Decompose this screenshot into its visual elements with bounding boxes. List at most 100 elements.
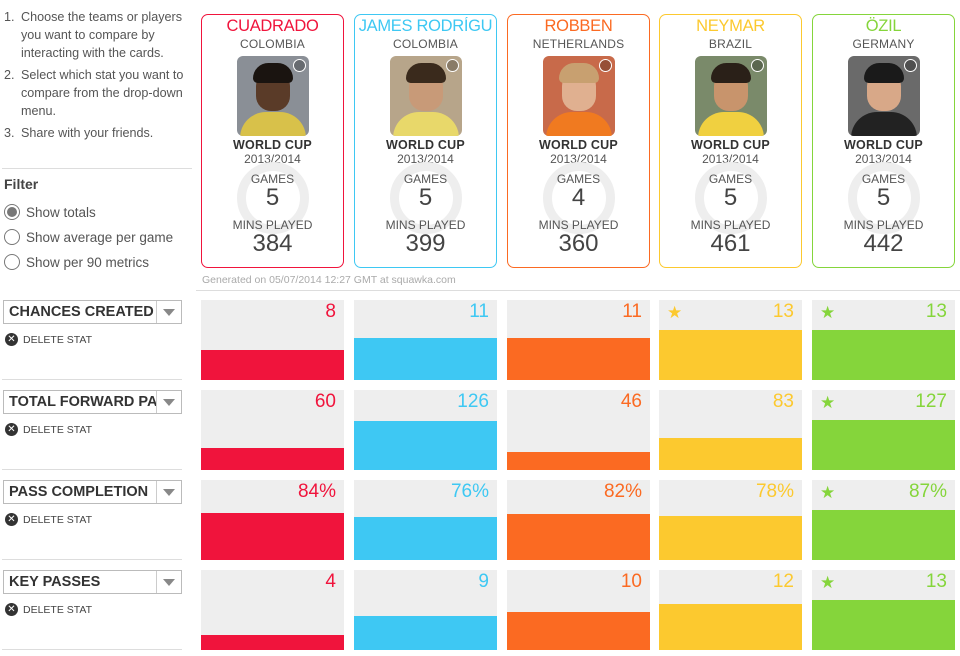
stat-bar-fill: [354, 338, 497, 380]
season-label: 2013/2014: [244, 152, 301, 166]
delete-stat-button[interactable]: ✕ DELETE STAT: [5, 423, 92, 436]
delete-stat-button[interactable]: ✕ DELETE STAT: [5, 513, 92, 526]
stat-bar: 12: [659, 570, 802, 650]
stat-bar: 13 ★: [812, 570, 955, 650]
player-country: GERMANY: [852, 37, 915, 51]
stat-value: 13: [772, 301, 794, 322]
delete-icon[interactable]: ✕: [5, 333, 18, 346]
stat-value: 60: [314, 391, 336, 412]
player-name: ÖZIL: [865, 17, 902, 35]
games-value: 5: [265, 184, 280, 211]
games-value: 5: [876, 184, 891, 211]
stat-bar: 46: [507, 390, 650, 470]
radio-button[interactable]: [4, 229, 20, 245]
stat-dropdown-label: PASS COMPLETION: [9, 484, 149, 500]
player-country: COLOMBIA: [240, 37, 305, 51]
competition-label: WORLD CUP: [691, 138, 770, 152]
swap-icon[interactable]: [750, 59, 764, 72]
chevron-down-icon[interactable]: [156, 481, 181, 503]
games-value: 5: [723, 184, 738, 211]
competition-label: WORLD CUP: [539, 138, 618, 152]
stat-bar: 4: [201, 570, 344, 650]
swap-icon[interactable]: [445, 59, 459, 72]
stat-value: 87%: [908, 481, 947, 502]
stat-bar: 83: [659, 390, 802, 470]
delete-icon[interactable]: ✕: [5, 513, 18, 526]
radio-button[interactable]: [4, 204, 20, 220]
stat-dropdown[interactable]: TOTAL FORWARD PASSES: [3, 390, 182, 414]
player-card[interactable]: NEYMAR BRAZIL WORLD CUP 2013/2014 GAMES …: [659, 14, 802, 268]
filter-option-average[interactable]: Show average per game: [4, 229, 173, 245]
stat-bar-fill: [354, 517, 497, 560]
stat-bar-fill: [507, 514, 650, 560]
divider: [2, 379, 182, 380]
games-ring: [695, 162, 767, 234]
mins-value: 399: [405, 230, 446, 257]
stat-value: 84%: [297, 481, 336, 502]
stat-bar: 10: [507, 570, 650, 650]
games-value: 4: [571, 184, 586, 211]
filter-title: Filter: [4, 176, 39, 192]
stat-bar-fill: [354, 421, 497, 470]
mins-value: 461: [710, 230, 751, 257]
swap-icon[interactable]: [903, 59, 917, 72]
player-name: JAMES RODRÍGU: [358, 17, 493, 35]
mins-label: MINS PLAYED: [843, 218, 924, 232]
stat-dropdown[interactable]: CHANCES CREATED: [3, 300, 182, 324]
chevron-down-icon[interactable]: [156, 571, 181, 593]
player-card[interactable]: JAMES RODRÍGU COLOMBIA WORLD CUP 2013/20…: [354, 14, 497, 268]
stat-bar: 9: [354, 570, 497, 650]
stat-value: 11: [469, 301, 489, 322]
star-icon: ★: [820, 393, 836, 412]
delete-stat-button[interactable]: ✕ DELETE STAT: [5, 333, 92, 346]
player-card[interactable]: ÖZIL GERMANY WORLD CUP 2013/2014 GAMES 5…: [812, 14, 955, 268]
delete-icon[interactable]: ✕: [5, 423, 18, 436]
stat-bar: 127 ★: [812, 390, 955, 470]
instruction-item: 2. Select which stat you want to compare …: [4, 68, 184, 118]
instructions: 1. Choose the teams or players you want t…: [4, 8, 194, 146]
player-country: BRAZIL: [708, 37, 753, 51]
games-value: 5: [418, 184, 433, 211]
stat-value: 11: [622, 301, 642, 322]
games-ring: [390, 162, 462, 234]
stat-value: 76%: [450, 481, 489, 502]
divider: [196, 290, 960, 291]
generated-note: Generated on 05/07/2014 12:27 GMT at squ…: [202, 274, 456, 286]
competition-label: WORLD CUP: [386, 138, 465, 152]
swap-icon[interactable]: [598, 59, 612, 72]
stat-value: 127: [915, 391, 947, 412]
season-label: 2013/2014: [550, 152, 607, 166]
stat-bar-fill: [201, 513, 344, 560]
player-country: COLOMBIA: [393, 37, 458, 51]
player-name: CUADRADO: [226, 17, 319, 35]
player-card[interactable]: CUADRADO COLOMBIA WORLD CUP 2013/2014 GA…: [201, 14, 344, 268]
stat-dropdown[interactable]: KEY PASSES: [3, 570, 182, 594]
stat-bar-fill: [201, 350, 344, 380]
chevron-down-icon[interactable]: [156, 391, 181, 413]
filter-option-per90[interactable]: Show per 90 metrics: [4, 254, 149, 270]
player-name: ROBBEN: [544, 17, 613, 35]
chevron-down-icon[interactable]: [156, 301, 181, 323]
stat-value: 78%: [755, 481, 794, 502]
stat-bar-fill: [812, 510, 955, 560]
mins-value: 384: [252, 230, 293, 257]
stat-dropdown[interactable]: PASS COMPLETION: [3, 480, 182, 504]
delete-stat-button[interactable]: ✕ DELETE STAT: [5, 603, 92, 616]
filter-option-totals[interactable]: Show totals: [4, 204, 96, 220]
stat-value: 82%: [603, 481, 642, 502]
games-label: GAMES: [861, 172, 906, 186]
stat-bar-fill: [659, 516, 802, 560]
swap-icon[interactable]: [292, 59, 306, 72]
stat-bar-fill: [354, 616, 497, 650]
stat-bar: 78%: [659, 480, 802, 560]
stat-dropdown-label: KEY PASSES: [9, 574, 101, 590]
player-photo: [542, 56, 615, 136]
instruction-item: 3. Share with your friends.: [4, 126, 154, 140]
stat-value: 12: [772, 571, 794, 592]
stat-bar: 60: [201, 390, 344, 470]
games-label: GAMES: [403, 172, 448, 186]
radio-button[interactable]: [4, 254, 20, 270]
player-card[interactable]: ROBBEN NETHERLANDS WORLD CUP 2013/2014 G…: [507, 14, 650, 268]
delete-icon[interactable]: ✕: [5, 603, 18, 616]
stat-bar-fill: [201, 448, 344, 470]
